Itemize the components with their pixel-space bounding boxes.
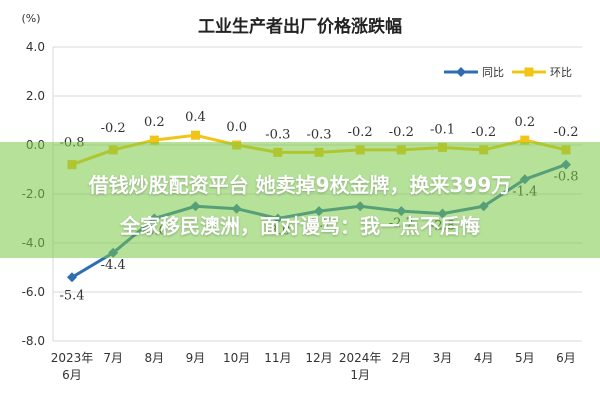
legend: 同比 环比 [444,66,572,79]
overlay-headline-line2[interactable]: 全家移民澳洲，面对谩骂：我一点不后悔 [120,214,480,238]
x-tick-label: 6月 [62,368,82,382]
data-label: -0.3 [265,127,290,142]
x-tick-label: 11月 [264,351,291,365]
x-tick-label: 2024年 [339,351,382,365]
data-point [520,135,530,145]
y-tick-label: -6.0 [22,285,45,299]
overlay-banner[interactable]: 借钱炒股配资平台 她卖掉9枚金牌，换来399万 全家移民澳洲，面对谩骂：我一点不… [0,142,600,258]
data-label: -5.4 [59,288,84,303]
data-label: -0.2 [389,125,414,140]
data-label: -0.2 [553,125,578,140]
data-label: 0.2 [514,115,535,130]
x-tick-label: 10月 [223,351,250,365]
legend-swatch-marker [524,67,534,77]
x-tick-label: 2023年 [51,351,94,365]
data-label: -0.2 [471,125,496,140]
x-tick-label: 9月 [186,351,206,365]
x-tick-label: 8月 [145,351,165,365]
x-tick-labels: 2023年 6月 7月 8月 9月 10月 11月 12月 2024年 1月 2月 3月 4月 5月 6月 [51,351,576,382]
data-label: -4.4 [101,258,126,273]
data-point [67,272,77,283]
y-axis-unit: (%) [21,12,40,25]
overlay-headline-line1[interactable]: 借钱炒股配资平台 她卖掉9枚金牌，换来399万 [88,173,512,197]
x-tick-label: 1月 [350,368,370,382]
y-tick-label: 2.0 [26,89,45,103]
y-tick-label: -8.0 [22,334,45,348]
data-point [149,135,159,145]
x-tick-label: 12月 [305,351,332,365]
data-label: 0.2 [144,115,165,130]
legend-swatch-marker [456,67,466,77]
data-label: -0.3 [306,127,331,142]
x-tick-label: 5月 [515,351,535,365]
x-tick-label: 3月 [433,351,453,365]
x-tick-label: 4月 [474,351,494,365]
data-label: -0.1 [430,122,455,137]
legend-label: 环比 [550,66,572,79]
x-tick-label: 2月 [392,351,412,365]
data-label: -0.2 [101,121,126,136]
legend-label: 同比 [482,66,504,79]
data-label: -0.2 [348,125,373,140]
x-tick-label: 7月 [103,351,123,365]
chart-title: 工业生产者出厂价格涨跌幅 [198,16,402,37]
x-tick-label: 6月 [556,351,576,365]
data-label: 0.4 [185,110,206,125]
y-tick-label: 4.0 [26,40,45,54]
data-label: 0.0 [226,120,247,135]
data-point [191,130,200,140]
